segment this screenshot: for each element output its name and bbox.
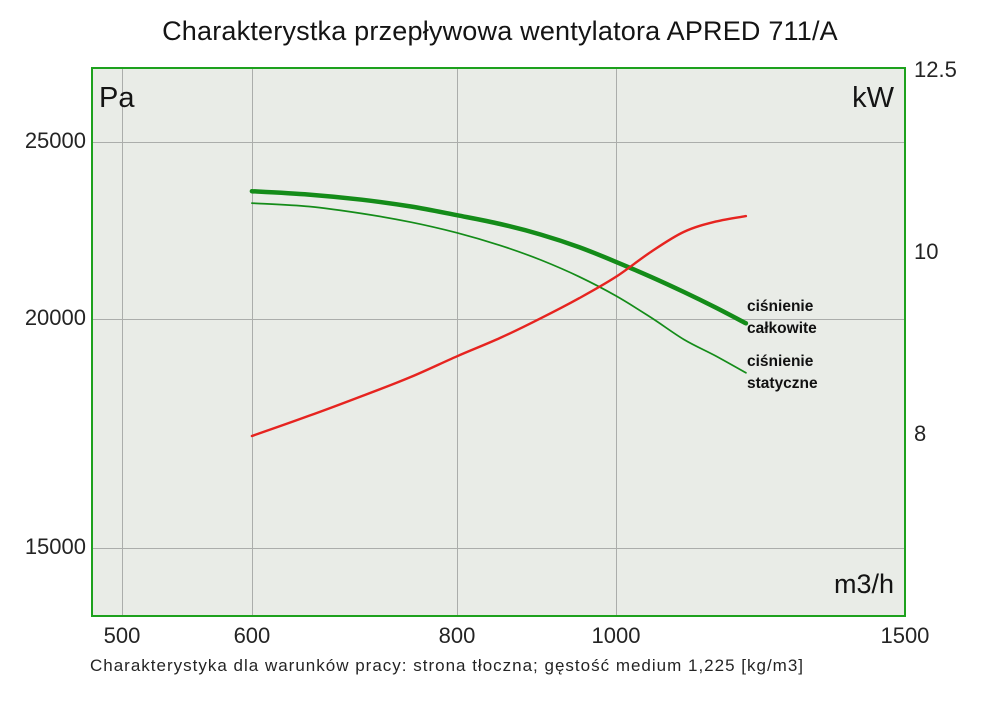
x-axis-unit-label: m3/h <box>833 569 894 599</box>
x-axis-tick-800: 800 <box>438 623 476 648</box>
left-axis-tick-20000: 20000 <box>24 305 86 331</box>
static-pressure-label-line1: ciśnienie <box>747 353 814 370</box>
total-pressure-label-line2: całkowite <box>747 320 817 337</box>
total-pressure-label: ciśnienie całkowite <box>747 296 817 340</box>
total-pressure-label-line1: ciśnienie <box>747 298 814 315</box>
chart-caption: Charakterystyka dla warunków pracy: stro… <box>90 656 805 675</box>
x-axis-tick-600: 600 <box>233 623 271 648</box>
right-axis-unit-label: kW <box>852 82 894 114</box>
left-axis-tick-15000: 15000 <box>24 533 86 559</box>
right-axis-tick-12.5: 12.5 <box>914 57 957 82</box>
left-axis-unit-label: Pa <box>99 82 135 114</box>
plot-area <box>91 67 906 617</box>
static-pressure-label-line2: statyczne <box>747 375 818 392</box>
x-axis-tick-1500: 1500 <box>880 623 930 648</box>
static-pressure-label: ciśnienie statyczne <box>747 351 818 395</box>
right-axis-tick-8: 8 <box>914 420 927 446</box>
right-axis-tick-10: 10 <box>914 238 939 264</box>
left-axis-tick-25000: 25000 <box>24 128 86 153</box>
chart-title: Charakterystka przepływowa wentylatora A… <box>162 16 838 46</box>
x-axis-tick-500: 500 <box>103 623 141 648</box>
x-axis-tick-1000: 1000 <box>591 623 641 648</box>
